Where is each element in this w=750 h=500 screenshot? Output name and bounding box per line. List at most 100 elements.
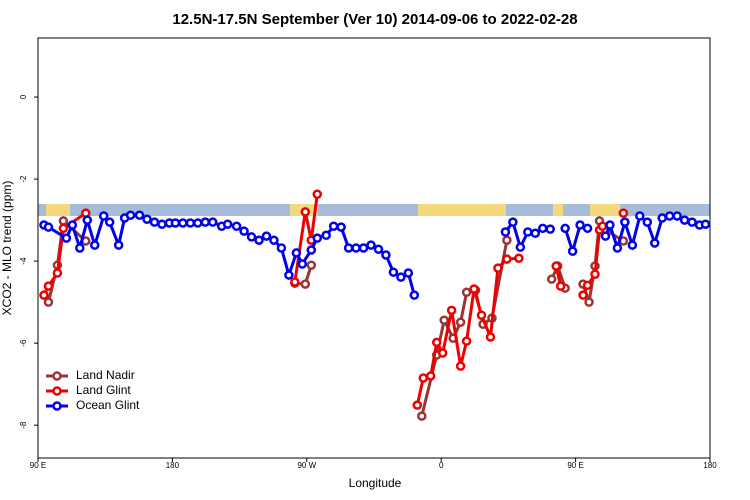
point <box>82 215 93 225</box>
point <box>582 280 593 291</box>
plot-frame <box>37 37 711 459</box>
point <box>366 240 376 250</box>
point <box>476 310 487 321</box>
point <box>461 287 472 298</box>
point <box>297 259 308 269</box>
point <box>61 233 72 243</box>
point <box>635 211 645 221</box>
y-tick-label: -8 <box>19 421 28 429</box>
point <box>455 317 466 327</box>
point <box>418 373 429 383</box>
point <box>502 254 512 264</box>
point <box>312 189 323 200</box>
point <box>89 240 100 250</box>
point <box>185 218 196 228</box>
point <box>254 235 264 245</box>
point <box>417 411 427 421</box>
point <box>336 222 346 232</box>
point <box>567 246 578 257</box>
point <box>125 210 136 220</box>
point <box>546 274 557 284</box>
point <box>545 224 555 234</box>
x-tick-label: 90 W <box>297 461 316 470</box>
point <box>284 270 294 280</box>
x-tick-label: 180 <box>166 461 180 470</box>
point <box>515 242 526 252</box>
x-tick-label: 0 <box>439 461 444 470</box>
land-strip <box>418 204 506 216</box>
legend-marker <box>52 371 62 381</box>
point <box>343 243 354 253</box>
point <box>170 218 181 228</box>
series-line <box>46 216 625 417</box>
point <box>439 315 449 325</box>
chart-title: 12.5N-17.5N September (Ver 10) 2014-09-0… <box>172 11 577 28</box>
point <box>67 220 78 230</box>
point <box>469 284 479 294</box>
point <box>485 332 496 342</box>
land-strip <box>553 204 563 216</box>
x-tick-label: 180 <box>703 461 717 470</box>
point <box>300 279 311 289</box>
point <box>200 217 211 227</box>
point <box>75 243 85 253</box>
point <box>664 211 675 221</box>
point <box>578 290 588 300</box>
land-strip <box>590 204 620 216</box>
point <box>425 371 436 381</box>
point <box>104 217 115 227</box>
point <box>409 290 420 300</box>
point <box>612 243 623 253</box>
point <box>39 290 49 300</box>
point <box>523 227 533 237</box>
land-strip <box>46 204 70 216</box>
y-axis-label: XCO2 - MLO trend (ppm) <box>0 181 14 316</box>
point <box>98 211 109 221</box>
point <box>493 263 503 273</box>
x-tick-label: 90 E <box>567 461 583 470</box>
point <box>300 207 311 217</box>
point <box>537 223 548 234</box>
x-axis-label: Longitude <box>349 476 402 490</box>
point <box>312 233 323 243</box>
point <box>43 222 54 232</box>
point <box>43 297 54 307</box>
point <box>620 217 630 227</box>
point <box>388 267 399 277</box>
point <box>618 208 629 218</box>
point <box>373 244 384 254</box>
point <box>193 218 203 228</box>
point <box>627 240 638 250</box>
point <box>381 250 391 260</box>
point <box>52 268 63 278</box>
point <box>649 238 660 248</box>
point <box>582 223 593 234</box>
point <box>597 221 608 232</box>
point <box>590 269 600 279</box>
point <box>642 217 653 227</box>
point <box>461 336 472 346</box>
point <box>58 223 69 234</box>
point <box>687 217 697 227</box>
point <box>555 281 566 291</box>
point <box>508 217 518 227</box>
point <box>431 337 442 348</box>
point <box>584 297 594 307</box>
point <box>700 219 711 229</box>
legend-marker <box>52 386 62 396</box>
point <box>560 223 570 234</box>
point <box>321 230 331 241</box>
y-tick-label: -2 <box>19 175 28 183</box>
point <box>679 215 690 225</box>
point <box>222 219 233 229</box>
point <box>514 253 524 264</box>
point <box>530 228 541 238</box>
point <box>657 213 667 223</box>
point <box>113 240 124 250</box>
point <box>134 210 145 220</box>
point <box>437 348 448 358</box>
point <box>269 235 279 245</box>
legend-marker <box>52 401 62 411</box>
